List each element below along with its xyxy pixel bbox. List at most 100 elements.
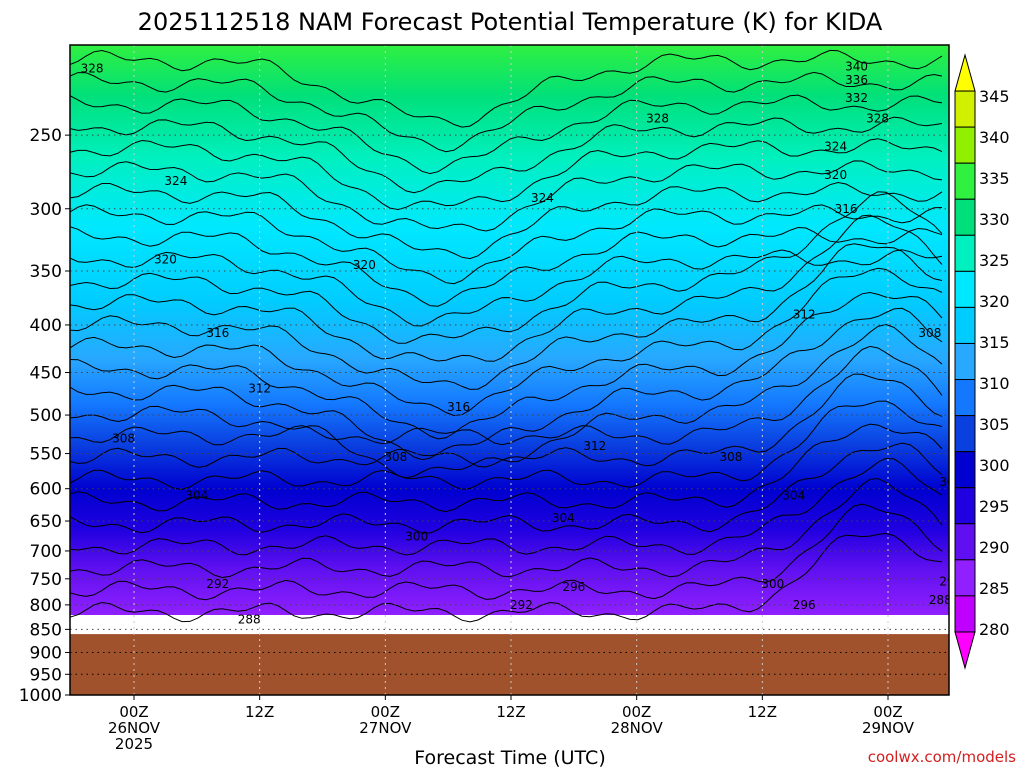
gridlines (70, 45, 949, 695)
contour-label: 300 (761, 577, 784, 591)
contour-label: 336 (845, 73, 868, 87)
colorbar-label: 345 (979, 87, 1010, 106)
colorbar-label: 330 (979, 210, 1010, 229)
time-tick-label: 28NOV (611, 719, 664, 737)
colorbar-label: 285 (979, 579, 1010, 598)
isentrope-line (70, 307, 943, 461)
colorbar-label: 325 (979, 251, 1010, 270)
pressure-tick-label: 450 (30, 364, 62, 384)
contour-label: 304 (782, 488, 805, 502)
contour-label: 316 (206, 326, 229, 340)
isentrope-contours (70, 49, 943, 623)
pressure-tick-label: 1000 (19, 686, 62, 706)
pressure-tick-label: 350 (30, 262, 62, 282)
contour-label: 308 (719, 450, 742, 464)
isentrope-line (70, 503, 943, 601)
isentrope-line (70, 226, 943, 307)
contour-label: 332 (845, 91, 868, 105)
colorbar-label: 320 (979, 292, 1010, 311)
pressure-tick-label: 900 (30, 643, 62, 663)
colorbar-segment (954, 198, 976, 236)
isentrope-line (70, 181, 943, 260)
colorbar-segment (954, 415, 976, 453)
isentrope-line (70, 214, 943, 362)
contour-label: 328 (81, 62, 104, 76)
colorbar-label: 295 (979, 497, 1010, 516)
chart-title: 2025112518 NAM Forecast Potential Temper… (138, 8, 883, 36)
colorbar-label: 290 (979, 538, 1010, 557)
colorbar-label: 340 (979, 128, 1010, 147)
isentrope-line (70, 191, 943, 344)
contour-label: 320 (824, 168, 847, 182)
pressure-tick-label: 650 (30, 512, 62, 532)
contour-label: 300 (405, 529, 428, 543)
ground-surface (70, 634, 949, 695)
pressure-tick-label: 800 (30, 596, 62, 616)
colorbar-label: 305 (979, 415, 1010, 434)
contour-label: 296 (562, 580, 585, 594)
contour-label: 304 (552, 511, 575, 525)
isentrope-line (70, 532, 943, 623)
contour-label: 324 (531, 191, 554, 205)
time-tick-label: 2025 (115, 735, 153, 753)
contour-label: 316 (835, 202, 858, 216)
contour-label: 340 (845, 60, 868, 74)
isentrope-line (70, 49, 943, 128)
contour-label: 288 (929, 593, 952, 607)
contour-label: 308 (918, 326, 941, 340)
time-tick-label: 12Z (496, 703, 525, 721)
contour-label: 292 (939, 574, 962, 588)
colorbar-label: 300 (979, 456, 1010, 475)
colorbar-segment (954, 523, 976, 561)
isentrope-line (70, 423, 943, 513)
colorbar: 280 285 290 295 300 305 310 315 320 325 330 335 340 3… (954, 53, 1010, 670)
contour-labels: 328 324 320 316 312 308 304 292 288 320 308 300 316 3… (81, 60, 962, 627)
colorbar-segment (954, 342, 976, 381)
isentrope-line (70, 323, 943, 479)
colorbar-segment (954, 631, 976, 670)
contour-label: 300 (939, 475, 962, 489)
contour-label: 312 (583, 439, 606, 453)
contour-label: 328 (646, 112, 669, 126)
colorbar-segment (954, 90, 976, 128)
time-tick-label: 00Z (119, 703, 148, 721)
colorbar-segment (954, 559, 976, 597)
contour-label: 308 (384, 450, 407, 464)
time-tick-label: 00Z (371, 703, 400, 721)
colorbar-segment (954, 234, 976, 272)
isentrope-line (70, 116, 943, 194)
time-tick-label: 27NOV (359, 719, 412, 737)
colorbar-label: 310 (979, 374, 1010, 393)
plot-frame (69, 44, 950, 696)
contour-label: 316 (447, 400, 470, 414)
pressure-tick-label: 950 (30, 665, 62, 685)
contour-label: 292 (510, 598, 533, 612)
pressure-tick-label: 600 (30, 480, 62, 500)
colorbar-segment (954, 270, 976, 308)
isentrope-line (70, 160, 943, 232)
contour-label: 328 (866, 112, 889, 126)
pressure-tick-label: 850 (30, 620, 62, 640)
isentrope-line (70, 94, 943, 175)
potential-temperature-field (70, 45, 949, 615)
pressure-tick-label: 550 (30, 445, 62, 465)
isentrope-line (70, 249, 943, 327)
isentrope-line (70, 478, 943, 579)
contour-label: 296 (793, 598, 816, 612)
contour-label: 320 (353, 258, 376, 272)
contour-label: 324 (164, 174, 187, 188)
colorbar-label: 315 (979, 333, 1010, 352)
time-tick-label: 12Z (748, 703, 777, 721)
contour-label: 312 (793, 308, 816, 322)
pressure-tick-label: 500 (30, 406, 62, 426)
pressure-tick-label: 750 (30, 570, 62, 590)
colorbar-segment (954, 595, 976, 633)
colorbar-label: 335 (979, 169, 1010, 188)
pressure-tick-label: 250 (30, 126, 62, 146)
isentrope-line (70, 71, 943, 153)
contour-label: 324 (824, 139, 847, 153)
x-axis-label: Forecast Time (UTC) (414, 747, 605, 768)
isentrope-line (70, 457, 943, 556)
